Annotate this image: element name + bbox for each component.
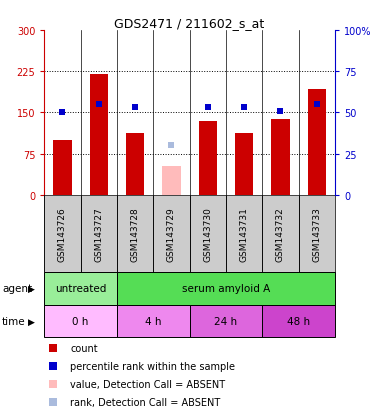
Text: value, Detection Call = ABSENT: value, Detection Call = ABSENT [70, 379, 226, 389]
Text: time: time [2, 316, 25, 326]
Text: rank, Detection Call = ABSENT: rank, Detection Call = ABSENT [70, 397, 221, 407]
FancyBboxPatch shape [117, 195, 153, 272]
Text: untreated: untreated [55, 283, 106, 293]
Text: GSM143726: GSM143726 [58, 206, 67, 261]
FancyBboxPatch shape [153, 195, 190, 272]
Text: GSM143729: GSM143729 [167, 206, 176, 261]
FancyBboxPatch shape [44, 272, 117, 305]
Text: ▶: ▶ [28, 284, 35, 293]
FancyBboxPatch shape [262, 195, 299, 272]
Text: GSM143733: GSM143733 [312, 206, 321, 261]
Text: GSM143728: GSM143728 [131, 206, 140, 261]
Text: agent: agent [2, 283, 32, 293]
Text: 0 h: 0 h [72, 316, 89, 326]
Text: percentile rank within the sample: percentile rank within the sample [70, 361, 236, 371]
Text: 48 h: 48 h [287, 316, 310, 326]
Bar [162, 167, 181, 195]
FancyBboxPatch shape [80, 195, 117, 272]
FancyBboxPatch shape [190, 195, 226, 272]
FancyBboxPatch shape [44, 305, 117, 338]
FancyBboxPatch shape [299, 195, 335, 272]
FancyBboxPatch shape [117, 305, 190, 338]
Title: GDS2471 / 211602_s_at: GDS2471 / 211602_s_at [114, 17, 265, 30]
Bar [90, 75, 108, 195]
Text: GSM143731: GSM143731 [239, 206, 249, 261]
FancyBboxPatch shape [117, 272, 335, 305]
Bar [271, 120, 290, 195]
FancyBboxPatch shape [44, 195, 80, 272]
Bar [199, 121, 217, 195]
Bar [235, 134, 253, 195]
Text: ▶: ▶ [28, 317, 35, 326]
Text: count: count [70, 343, 98, 354]
FancyBboxPatch shape [226, 195, 262, 272]
Text: 24 h: 24 h [214, 316, 238, 326]
Bar [308, 90, 326, 195]
Text: GSM143727: GSM143727 [94, 206, 103, 261]
FancyBboxPatch shape [262, 305, 335, 338]
Text: serum amyloid A: serum amyloid A [182, 283, 270, 293]
Bar [126, 133, 144, 195]
Text: GSM143730: GSM143730 [203, 206, 212, 261]
Text: GSM143732: GSM143732 [276, 206, 285, 261]
Bar [54, 140, 72, 195]
Text: 4 h: 4 h [145, 316, 162, 326]
FancyBboxPatch shape [190, 305, 262, 338]
